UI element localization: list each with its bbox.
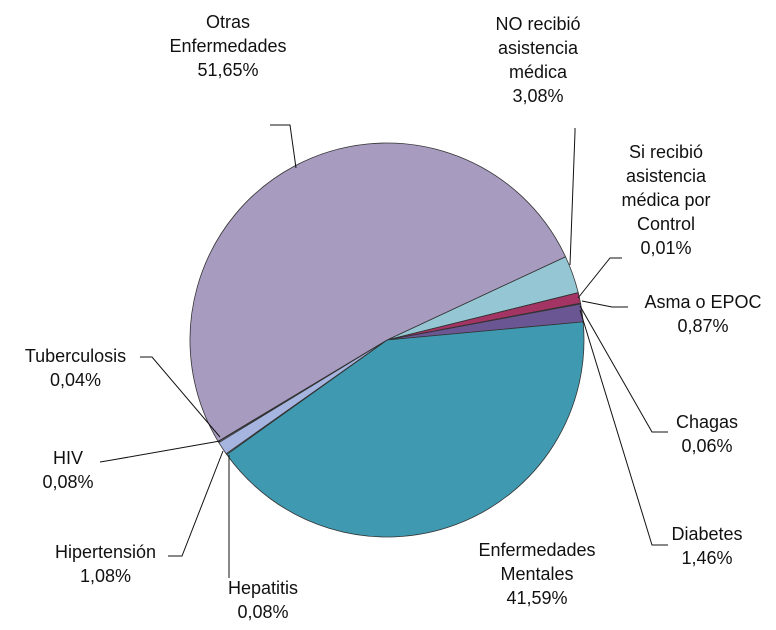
value-label: 0,87% [677,316,729,336]
leader-line [579,305,668,433]
category-name: Diabetes [671,524,743,544]
value-label: 41,59% [506,588,568,608]
pie-slice [226,321,585,538]
slice-label: Tuberculosis 0,04% [8,344,143,392]
slice-label: Hipertensión 1,08% [38,540,173,588]
leader-line [581,300,628,308]
category-name: Tuberculosis [24,346,127,366]
slice-label: Otras Enfermedades 51,65% [148,10,308,82]
value-label: 0,04% [49,370,102,390]
value-label: 1,08% [79,566,132,586]
leader-line [569,128,576,266]
category-name: Enfermedades Mentales [478,540,596,584]
category-name: NO recibió asistencia médica [495,14,581,82]
leader-line [577,257,622,299]
leader-line [270,124,297,169]
slice-label: Diabetes 1,46% [662,522,752,570]
value-label: 0,08% [237,602,289,622]
value-label: 0,01% [640,238,692,258]
category-name: Asma o EPOC [644,292,762,312]
pie-slice [189,142,567,442]
leader-line [579,309,668,546]
slice-label: Enfermedades Mentales 41,59% [462,538,612,610]
slice-label: Chagas 0,06% [662,410,752,458]
category-name: Chagas [675,412,739,432]
category-name: Hepatitis [227,578,299,598]
value-label: 0,06% [681,436,733,456]
value-label: 0,08% [42,472,94,492]
leader-line [168,450,224,557]
leader-line [99,440,221,463]
category-name: HIV [52,448,83,468]
slice-label: Asma o EPOC 0,87% [628,290,776,338]
slice-label: HIV 0,08% [28,446,108,494]
leader-line [140,356,221,438]
slice-label: Hepatitis 0,08% [208,576,318,624]
category-name: Si recibió asistencia médica por Control [621,142,711,234]
category-name: Otras Enfermedades [169,12,287,56]
value-label: 1,46% [681,548,733,568]
slice-label: NO recibió asistencia médica 3,08% [478,12,598,108]
category-name: Hipertensión [54,542,157,562]
value-label: 3,08% [512,86,564,106]
slice-label: Si recibió asistencia médica por Control… [598,140,734,260]
value-label: 51,65% [197,60,259,80]
